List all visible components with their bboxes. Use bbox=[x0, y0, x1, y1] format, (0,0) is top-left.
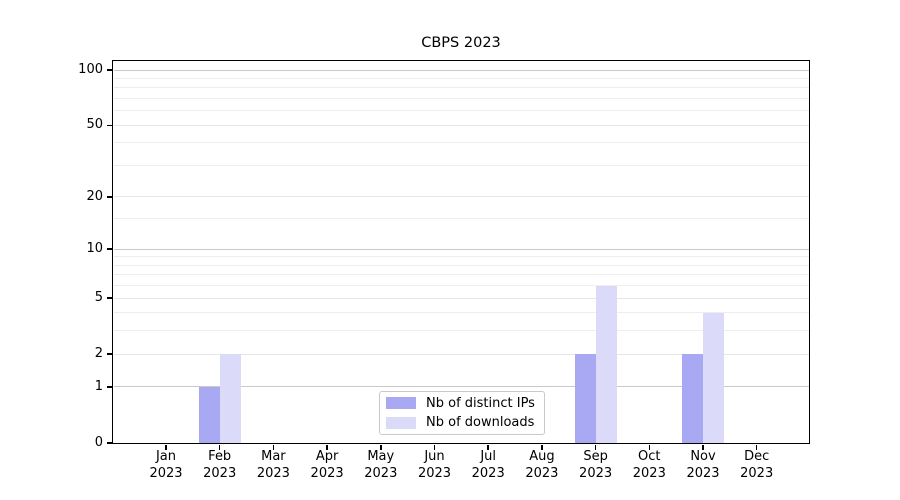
x-tick-mark bbox=[487, 444, 489, 450]
y-tick-label: 20 bbox=[86, 188, 103, 204]
gridline bbox=[113, 142, 809, 144]
bar-sep-series1 bbox=[595, 285, 617, 443]
legend-entry-distinct-ips: Nb of distinct IPs bbox=[386, 394, 538, 413]
chart-title: CBPS 2023 bbox=[421, 35, 501, 51]
gridline bbox=[113, 330, 809, 332]
x-tick-label: Oct 2023 bbox=[632, 449, 666, 481]
gridline bbox=[113, 196, 809, 198]
x-tick-label: Aug 2023 bbox=[525, 449, 559, 481]
x-tick-label: Mar 2023 bbox=[256, 449, 290, 481]
x-tick-label: Jun 2023 bbox=[417, 449, 452, 481]
gridline bbox=[113, 87, 809, 89]
y-tick-mark bbox=[107, 69, 112, 71]
y-tick-mark bbox=[107, 442, 112, 444]
x-tick-mark bbox=[755, 444, 758, 450]
x-tick-label: Jul 2023 bbox=[471, 449, 505, 481]
x-tick-label: Sep 2023 bbox=[579, 449, 613, 481]
x-tick-mark bbox=[541, 444, 543, 450]
legend-entry-downloads: Nb of downloads bbox=[386, 414, 538, 433]
y-tick-mark bbox=[107, 353, 112, 355]
gridline bbox=[113, 353, 809, 355]
x-tick-mark bbox=[218, 444, 221, 450]
y-tick-label: 100 bbox=[78, 62, 103, 78]
x-tick-mark bbox=[433, 444, 436, 450]
y-tick-label: 10 bbox=[86, 241, 103, 257]
gridline bbox=[113, 312, 809, 314]
gridline bbox=[113, 124, 809, 126]
y-tick-label: 5 bbox=[94, 290, 103, 306]
y-tick-mark bbox=[107, 297, 112, 299]
x-tick-label: Dec 2023 bbox=[740, 449, 774, 481]
bar-feb-series1 bbox=[219, 354, 241, 443]
x-tick-mark bbox=[165, 444, 167, 450]
gridline bbox=[113, 110, 809, 112]
gridline bbox=[113, 69, 809, 71]
gridline bbox=[113, 248, 809, 250]
y-tick-label: 0 bbox=[94, 435, 103, 450]
gridline bbox=[113, 264, 809, 266]
gridline bbox=[113, 256, 809, 258]
x-tick-label: Apr 2023 bbox=[310, 449, 344, 481]
x-tick-mark bbox=[648, 444, 651, 450]
legend: Nb of distinct IPs Nb of downloads bbox=[379, 391, 545, 435]
legend-label-downloads: Nb of downloads bbox=[426, 415, 535, 431]
y-tick-mark bbox=[107, 386, 112, 388]
legend-swatch-downloads-icon bbox=[386, 416, 416, 429]
x-tick-mark bbox=[272, 444, 275, 450]
gridline bbox=[113, 77, 809, 79]
y-tick-label: 1 bbox=[94, 378, 103, 394]
plot-area: Nb of distinct IPs Nb of downloads bbox=[113, 61, 809, 443]
legend-swatch-distinct-ips-icon bbox=[386, 397, 416, 410]
gridline bbox=[113, 98, 809, 100]
y-tick-mark bbox=[107, 124, 112, 127]
gridline bbox=[113, 218, 809, 220]
x-tick-mark bbox=[594, 444, 597, 450]
x-tick-mark bbox=[380, 444, 382, 450]
bar-sep-series0 bbox=[574, 354, 596, 443]
x-tick-mark bbox=[702, 444, 704, 450]
bar-nov-series0 bbox=[682, 354, 703, 443]
y-tick-mark bbox=[107, 196, 112, 198]
gridline bbox=[113, 274, 809, 276]
x-tick-label: Jan 2023 bbox=[149, 449, 183, 481]
bar-nov-series1 bbox=[703, 312, 724, 443]
x-tick-mark bbox=[326, 444, 328, 450]
gridline bbox=[113, 386, 809, 388]
gridline bbox=[113, 285, 809, 287]
gridline bbox=[113, 297, 809, 299]
y-tick-label: 2 bbox=[94, 346, 103, 362]
legend-label-distinct-ips: Nb of distinct IPs bbox=[426, 395, 535, 411]
y-tick-mark bbox=[107, 248, 112, 250]
gridline bbox=[113, 165, 809, 166]
x-tick-label: May 2023 bbox=[364, 449, 398, 481]
y-tick-label: 50 bbox=[86, 117, 103, 133]
x-tick-label: Feb 2023 bbox=[203, 449, 237, 481]
x-tick-label: Nov 2023 bbox=[686, 449, 720, 481]
bar-feb-series0 bbox=[198, 387, 220, 443]
